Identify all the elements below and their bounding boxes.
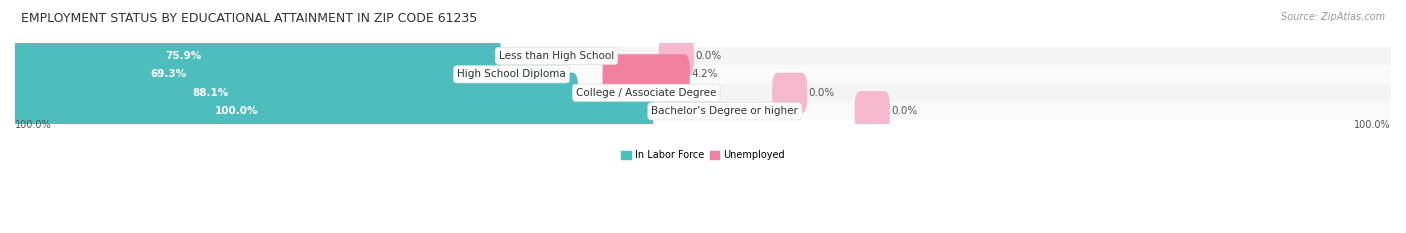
Text: 0.0%: 0.0% bbox=[696, 51, 721, 61]
FancyBboxPatch shape bbox=[855, 91, 890, 131]
FancyBboxPatch shape bbox=[10, 91, 654, 131]
Text: 75.9%: 75.9% bbox=[165, 51, 201, 61]
Text: 88.1%: 88.1% bbox=[193, 88, 228, 98]
Text: 0.0%: 0.0% bbox=[808, 88, 835, 98]
FancyBboxPatch shape bbox=[772, 73, 807, 113]
Text: College / Associate Degree: College / Associate Degree bbox=[576, 88, 717, 98]
Text: Less than High School: Less than High School bbox=[499, 51, 614, 61]
FancyBboxPatch shape bbox=[15, 65, 1391, 84]
Text: EMPLOYMENT STATUS BY EDUCATIONAL ATTAINMENT IN ZIP CODE 61235: EMPLOYMENT STATUS BY EDUCATIONAL ATTAINM… bbox=[21, 12, 478, 25]
Text: Bachelor’s Degree or higher: Bachelor’s Degree or higher bbox=[651, 106, 799, 116]
Text: 4.2%: 4.2% bbox=[692, 69, 717, 79]
Legend: In Labor Force, Unemployed: In Labor Force, Unemployed bbox=[617, 146, 789, 164]
FancyBboxPatch shape bbox=[10, 73, 578, 113]
FancyBboxPatch shape bbox=[603, 54, 690, 94]
Text: 100.0%: 100.0% bbox=[215, 106, 259, 116]
FancyBboxPatch shape bbox=[15, 84, 1391, 102]
FancyBboxPatch shape bbox=[10, 54, 460, 94]
Text: Source: ZipAtlas.com: Source: ZipAtlas.com bbox=[1281, 12, 1385, 22]
FancyBboxPatch shape bbox=[10, 36, 501, 76]
FancyBboxPatch shape bbox=[659, 36, 695, 76]
Text: 69.3%: 69.3% bbox=[150, 69, 187, 79]
Text: 100.0%: 100.0% bbox=[15, 120, 52, 130]
Text: 100.0%: 100.0% bbox=[1354, 120, 1391, 130]
FancyBboxPatch shape bbox=[15, 102, 1391, 120]
Text: 0.0%: 0.0% bbox=[891, 106, 918, 116]
FancyBboxPatch shape bbox=[15, 47, 1391, 65]
Text: High School Diploma: High School Diploma bbox=[457, 69, 565, 79]
